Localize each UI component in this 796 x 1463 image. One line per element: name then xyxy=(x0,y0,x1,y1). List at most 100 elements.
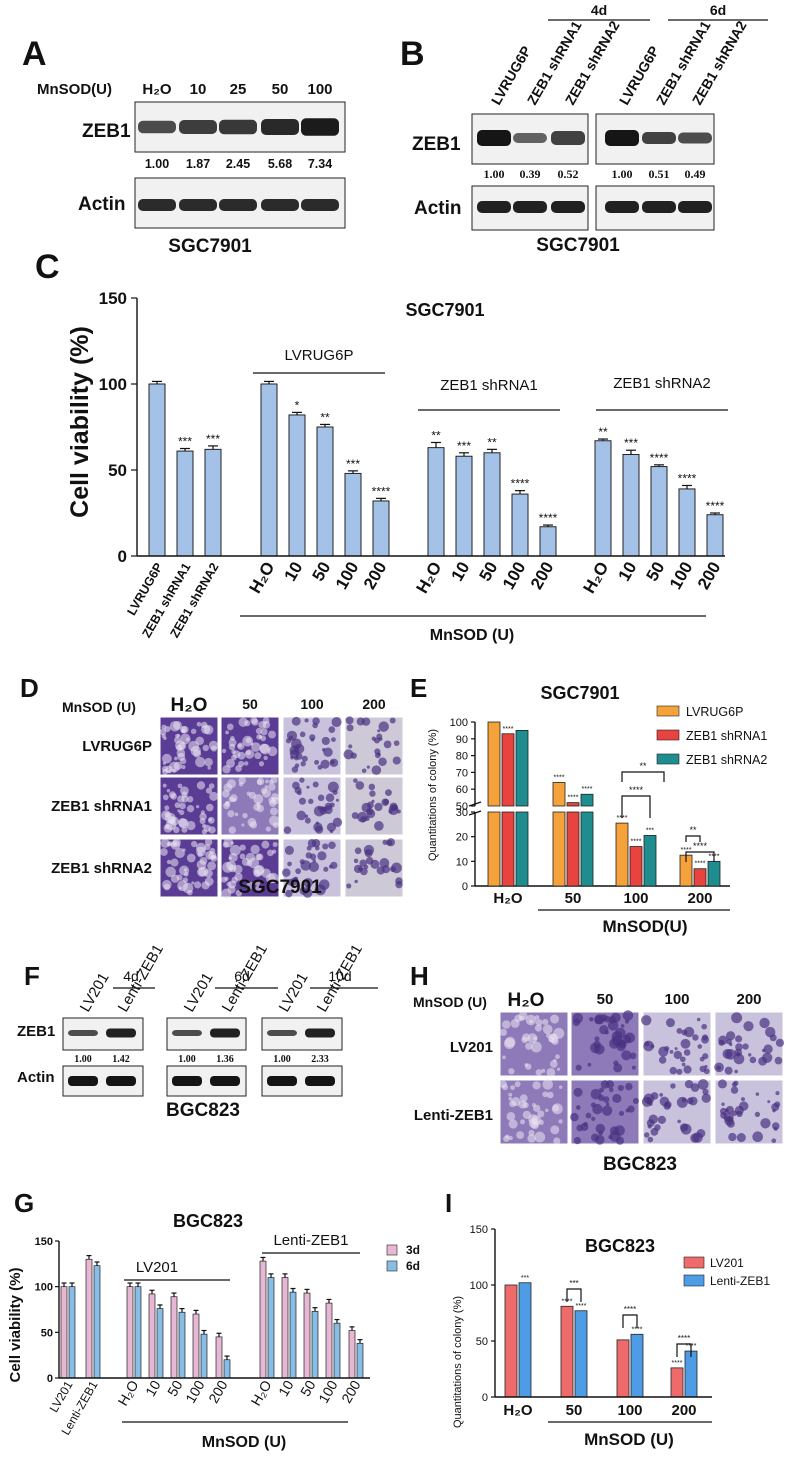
stain-speck xyxy=(594,1036,600,1042)
stain-speck xyxy=(772,1122,780,1130)
stain-speck xyxy=(196,781,206,790)
bar xyxy=(170,1296,178,1379)
stain-speck xyxy=(186,737,190,742)
significance-label: **** xyxy=(695,861,706,868)
stain-speck xyxy=(670,1083,676,1089)
stain-speck xyxy=(320,759,330,769)
panel-a-band-value: 2.45 xyxy=(226,157,250,171)
legend-label: LVRUG6P xyxy=(686,705,743,719)
panel-f-group-label: 4d xyxy=(123,968,139,984)
stain-speck xyxy=(160,848,168,856)
stain-speck xyxy=(617,1084,624,1092)
actin-band xyxy=(305,1076,335,1086)
y-tick-label: 90 xyxy=(456,734,468,746)
legend-swatch xyxy=(683,1256,705,1269)
bar xyxy=(134,1286,142,1379)
bar xyxy=(629,846,643,887)
x-tick-label: 200 xyxy=(694,559,725,593)
stain-speck xyxy=(172,838,181,847)
x-tick-label: 100 xyxy=(182,1377,208,1405)
actin-band xyxy=(210,1076,240,1086)
bar xyxy=(643,835,657,887)
x-tick-label: 10 xyxy=(275,1377,297,1399)
significance-label: **** xyxy=(503,726,514,733)
significance-label: **** xyxy=(568,795,579,802)
panel-h: H MnSOD (U) H₂O 50 100 200 LV201Lenti-ZEB1 … xyxy=(410,961,785,1175)
y-tick-label: 100 xyxy=(99,375,127,394)
stain-speck xyxy=(238,760,245,767)
stain-speck xyxy=(701,1093,711,1103)
chart-e-ylabel: Quantitations of colony (%) xyxy=(427,729,439,861)
significance-label: **** xyxy=(617,815,628,822)
stain-speck xyxy=(173,720,182,730)
panel-letter-g: G xyxy=(14,1188,34,1218)
stain-speck xyxy=(514,1081,521,1088)
stain-speck xyxy=(647,1136,654,1143)
stain-speck xyxy=(502,1055,506,1060)
actin-band xyxy=(261,199,299,211)
stain-speck xyxy=(287,861,292,867)
stain-speck xyxy=(173,826,180,834)
bar xyxy=(574,1310,588,1398)
panel-b-caption: SGC7901 xyxy=(536,235,620,256)
stain-speck xyxy=(165,765,173,774)
bar xyxy=(192,1313,200,1379)
panel-h-col-label: 200 xyxy=(736,991,761,1008)
stain-speck xyxy=(728,1132,737,1142)
stain-speck xyxy=(229,844,241,856)
stain-speck xyxy=(314,884,326,896)
stain-speck xyxy=(186,805,195,813)
stain-speck xyxy=(382,839,388,845)
stain-speck xyxy=(612,1093,622,1104)
stain-speck xyxy=(259,743,271,755)
stain-speck xyxy=(676,1068,683,1075)
stain-speck xyxy=(271,849,277,854)
stain-speck xyxy=(665,1018,675,1028)
stain-speck xyxy=(535,1019,543,1026)
bar-lower-segment xyxy=(515,811,529,887)
stain-speck xyxy=(196,846,206,857)
zeb1-band xyxy=(138,120,176,134)
stain-speck xyxy=(289,735,294,740)
bar xyxy=(693,868,707,887)
stain-speck xyxy=(348,744,353,749)
y-tick-label: 100 xyxy=(450,717,468,729)
x-tick-label: 100 xyxy=(499,559,530,593)
stain-speck xyxy=(502,1020,511,1029)
stain-speck xyxy=(269,807,278,816)
stain-speck xyxy=(734,1069,738,1074)
stain-speck xyxy=(250,716,258,725)
panel-letter-i: I xyxy=(445,1188,452,1218)
panel-d-col-label: H₂O xyxy=(171,695,208,716)
bar xyxy=(427,447,445,557)
bar xyxy=(200,1333,208,1379)
zeb1-band xyxy=(68,1030,98,1036)
stain-speck xyxy=(669,1050,674,1054)
stain-speck xyxy=(364,849,373,858)
stain-speck xyxy=(641,1096,653,1107)
stain-speck xyxy=(735,1035,743,1043)
panel-letter-f: F xyxy=(24,961,40,991)
significance-label: **** xyxy=(678,471,697,485)
panel-f-group-label: 10d xyxy=(328,968,351,984)
stain-speck xyxy=(618,1110,625,1117)
stain-speck xyxy=(322,843,329,850)
stain-speck xyxy=(328,864,333,869)
significance-label: *** xyxy=(206,432,220,446)
panel-a-zeb1-label: ZEB1 xyxy=(82,121,131,142)
stain-speck xyxy=(724,1108,729,1113)
stain-speck xyxy=(305,884,311,890)
stain-speck xyxy=(729,1042,733,1047)
stain-speck xyxy=(609,1126,619,1136)
bar xyxy=(356,1342,364,1379)
stain-speck xyxy=(518,1100,527,1109)
stain-speck xyxy=(374,748,381,755)
stain-speck xyxy=(648,1114,658,1124)
stain-speck xyxy=(351,812,359,819)
bracket-label: ** xyxy=(639,761,647,771)
stain-speck xyxy=(718,1039,725,1046)
actin-band xyxy=(267,1076,297,1086)
significance-label: **** xyxy=(554,774,565,781)
bar xyxy=(215,1336,223,1379)
stain-speck xyxy=(164,824,170,830)
